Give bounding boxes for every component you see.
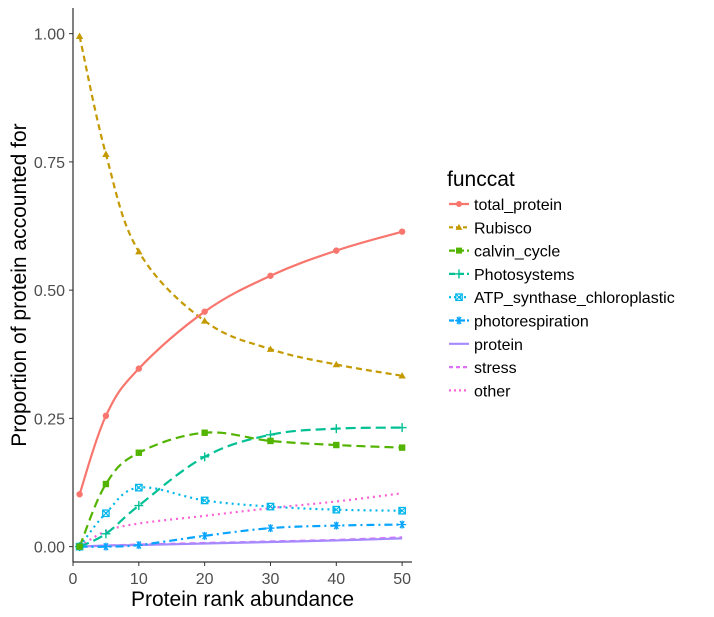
y-tick-label-2: 0.50 — [34, 283, 65, 300]
point-photorespiration-20 — [200, 531, 209, 540]
point-ATP_synthase_chloroplastic-50-d2 — [398, 507, 406, 515]
point-total_protein-5 — [102, 412, 110, 420]
legend-label-Rubisco: Rubisco — [474, 220, 532, 237]
legend-item-calvin_cycle: calvin_cycle — [449, 244, 560, 261]
legend-item-other: other — [449, 383, 511, 400]
x-tick-label-1: 10 — [130, 571, 148, 588]
legend-title: funccat — [447, 168, 515, 191]
point-total_protein-30 — [267, 272, 274, 279]
point-calvin_cycle-30 — [267, 437, 274, 445]
point-ATP_synthase_chloroplastic-40 — [332, 505, 341, 514]
point-photorespiration-30 — [266, 524, 275, 533]
point-Photosystems-40 — [331, 424, 341, 434]
point-Photosystems-5 — [101, 529, 111, 539]
point-photorespiration-5 — [101, 542, 110, 551]
point-Rubisco-40 — [332, 360, 340, 368]
legend-item-Photosystems: Photosystems — [449, 267, 574, 284]
point-calvin_cycle-20 — [201, 429, 208, 436]
point-total_protein-20 — [201, 308, 208, 315]
legend-key-marker-calvin_cycle — [456, 247, 462, 254]
point-ATP_synthase_chloroplastic-10 — [134, 483, 143, 492]
legend-item-total_protein: total_protein — [449, 197, 562, 214]
x-tick-label-0: 0 — [69, 571, 78, 588]
legend-key-marker-Photosystems — [454, 269, 464, 279]
point-ATP_synthase_chloroplastic-5-d2 — [102, 509, 110, 517]
legend-label-other: other — [474, 383, 511, 400]
x-tick-label-3: 30 — [262, 571, 280, 588]
point-total_protein-10 — [135, 365, 143, 372]
point-Rubisco-10 — [135, 247, 143, 255]
legend-item-protein: protein — [449, 337, 523, 354]
point-Rubisco-20 — [200, 317, 209, 324]
legend-key-marker-Rubisco — [455, 223, 463, 230]
point-photorespiration-10 — [134, 541, 143, 550]
point-ATP_synthase_chloroplastic-10-box — [134, 483, 143, 492]
point-total_protein-40 — [333, 247, 340, 254]
point-calvin_cycle-10 — [135, 449, 143, 456]
point-ATP_synthase_chloroplastic-5 — [102, 509, 110, 518]
point-ATP_synthase_chloroplastic-20-d2 — [201, 496, 209, 505]
x-tick-label-2: 20 — [196, 571, 214, 588]
point-total_protein-1 — [76, 491, 83, 498]
point-photorespiration-40 — [332, 521, 341, 530]
legend-item-Rubisco: Rubisco — [449, 220, 532, 237]
point-ATP_synthase_chloroplastic-30-box — [266, 502, 275, 511]
point-ATP_synthase_chloroplastic-30-d2 — [266, 503, 275, 511]
series-line-ATP_synthase_chloroplastic — [78, 486, 403, 548]
x-tick-label-5: 50 — [393, 571, 411, 588]
y-tick-label-4: 1.00 — [34, 27, 65, 44]
y-tick-label-3: 0.75 — [34, 155, 65, 172]
point-ATP_synthase_chloroplastic-10-d2 — [135, 484, 143, 492]
legend-label-total_protein: total_protein — [474, 197, 562, 214]
point-calvin_cycle-1 — [76, 543, 83, 550]
legend-label-calvin_cycle: calvin_cycle — [474, 244, 560, 261]
legend-label-protein: protein — [474, 337, 523, 354]
point-Rubisco-1 — [75, 32, 84, 39]
point-ATP_synthase_chloroplastic-40-d2 — [332, 506, 340, 514]
y-tick-label-1: 0.25 — [34, 411, 65, 428]
legend-key-marker-ATP_synthase_chloroplastic-d2 — [455, 293, 463, 301]
point-calvin_cycle-50 — [398, 444, 406, 451]
point-Photosystems-50 — [397, 423, 407, 433]
point-ATP_synthase_chloroplastic-50 — [398, 506, 406, 515]
point-ATP_synthase_chloroplastic-20-box — [200, 496, 209, 505]
legend-key-marker-total_protein — [456, 201, 462, 207]
point-Rubisco-30 — [266, 345, 275, 352]
point-ATP_synthase_chloroplastic-5-box — [102, 509, 110, 518]
legend-label-stress: stress — [474, 360, 517, 377]
legend-item-photorespiration: photorespiration — [449, 314, 589, 331]
legend-label-photorespiration: photorespiration — [474, 314, 589, 331]
legend-label-ATP_synthase_chloroplastic: ATP_synthase_chloroplastic — [474, 290, 675, 307]
legend-key-marker-photorespiration — [455, 316, 463, 325]
y-axis-title: Proportion of protein accounted for — [8, 123, 31, 446]
legend-key-marker-ATP_synthase_chloroplastic-box — [455, 293, 463, 302]
series-line-total_protein — [78, 230, 403, 495]
point-Rubisco-50 — [398, 372, 406, 379]
point-ATP_synthase_chloroplastic-20 — [200, 496, 209, 505]
y-tick-label-0: 0.00 — [34, 540, 65, 557]
legend-item-stress: stress — [449, 360, 517, 377]
legend-item-ATP_synthase_chloroplastic: ATP_synthase_chloroplastic — [449, 290, 675, 307]
point-Photosystems-10 — [134, 501, 144, 511]
x-tick-label-4: 40 — [327, 571, 345, 588]
legend-label-Photosystems: Photosystems — [474, 267, 574, 284]
point-ATP_synthase_chloroplastic-50-box — [398, 506, 406, 515]
point-calvin_cycle-40 — [333, 441, 340, 449]
point-ATP_synthase_chloroplastic-40-box — [332, 505, 341, 514]
point-Photosystems-20 — [200, 452, 210, 462]
point-photorespiration-50 — [398, 520, 407, 529]
legend-key-marker-ATP_synthase_chloroplastic — [455, 293, 463, 302]
point-Rubisco-5 — [102, 150, 110, 157]
point-calvin_cycle-5 — [102, 480, 110, 488]
point-ATP_synthase_chloroplastic-30 — [266, 502, 275, 511]
point-total_protein-50 — [398, 228, 406, 235]
series-line-calvin_cycle — [78, 431, 403, 548]
x-axis-title: Protein rank abundance — [131, 588, 354, 611]
series-line-Rubisco — [78, 35, 403, 377]
series-line-Photosystems — [79, 426, 403, 548]
